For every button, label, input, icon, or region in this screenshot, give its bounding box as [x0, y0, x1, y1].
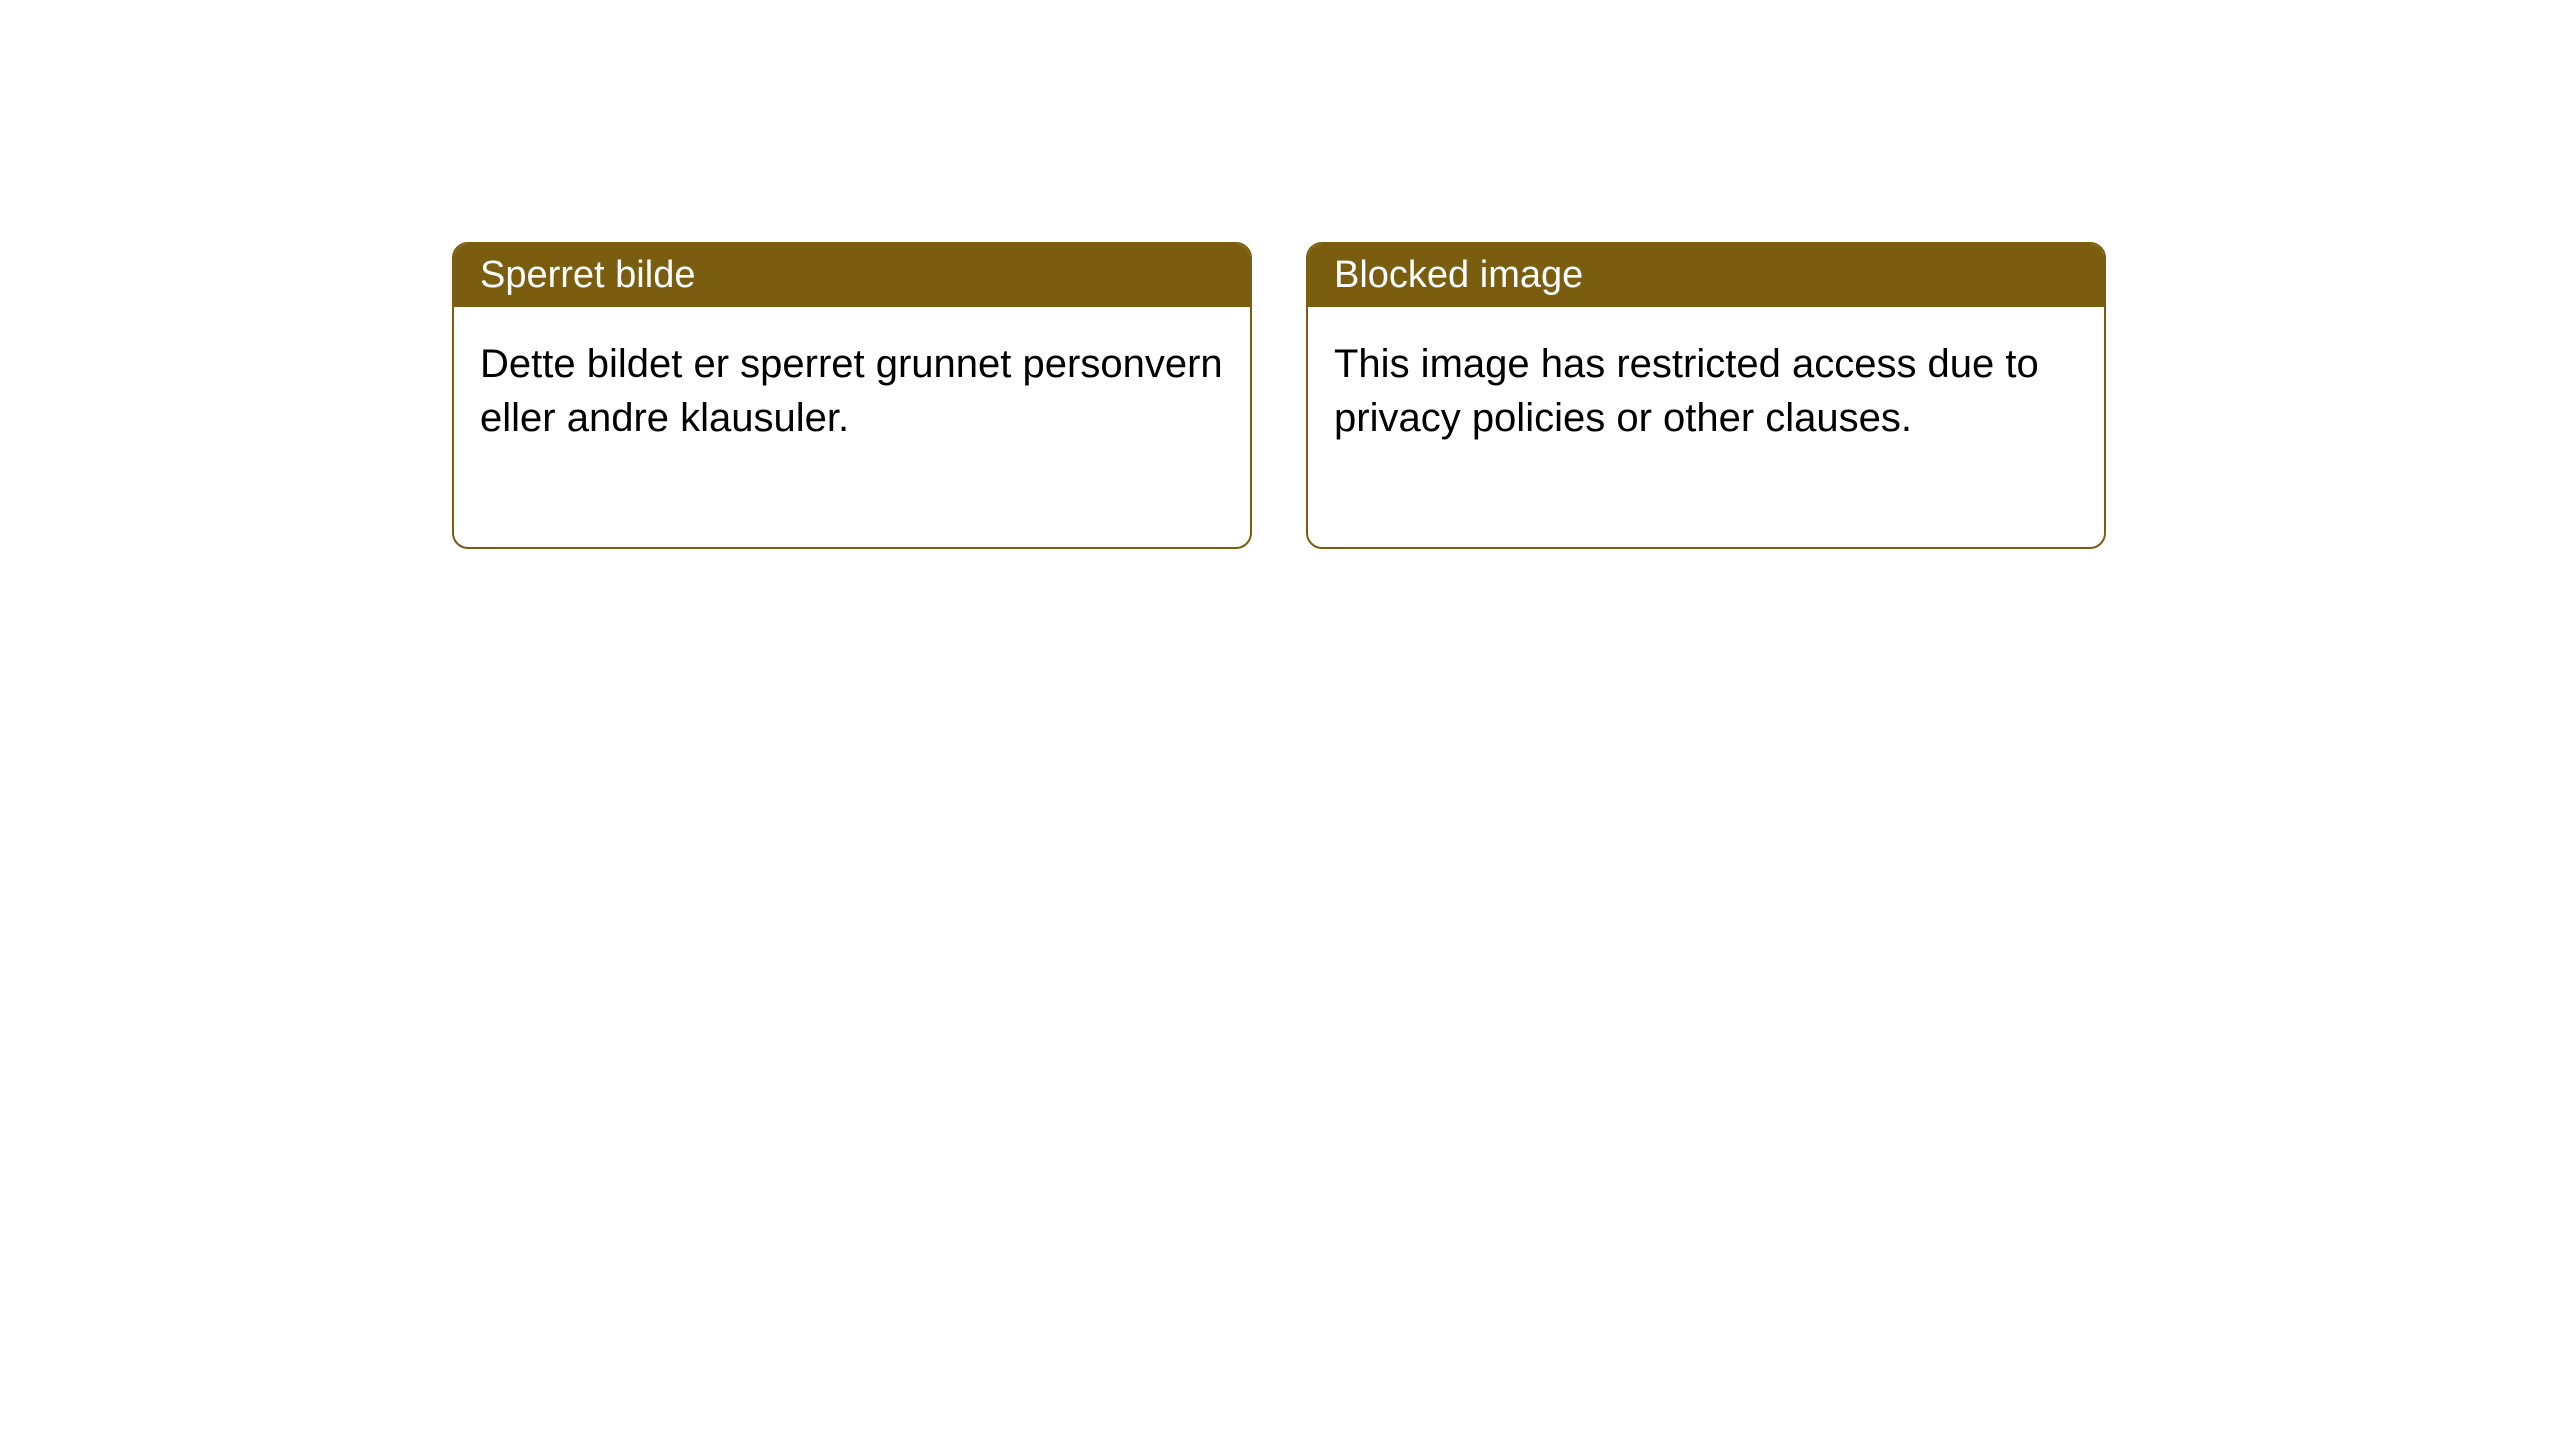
notice-card-english: Blocked image This image has restricted … [1306, 242, 2106, 549]
notice-body-english: This image has restricted access due to … [1308, 307, 2104, 547]
notice-title-norwegian: Sperret bilde [454, 244, 1250, 307]
notice-title-english: Blocked image [1308, 244, 2104, 307]
notice-body-norwegian: Dette bildet er sperret grunnet personve… [454, 307, 1250, 547]
notice-card-norwegian: Sperret bilde Dette bildet er sperret gr… [452, 242, 1252, 549]
notice-container: Sperret bilde Dette bildet er sperret gr… [452, 242, 2106, 549]
